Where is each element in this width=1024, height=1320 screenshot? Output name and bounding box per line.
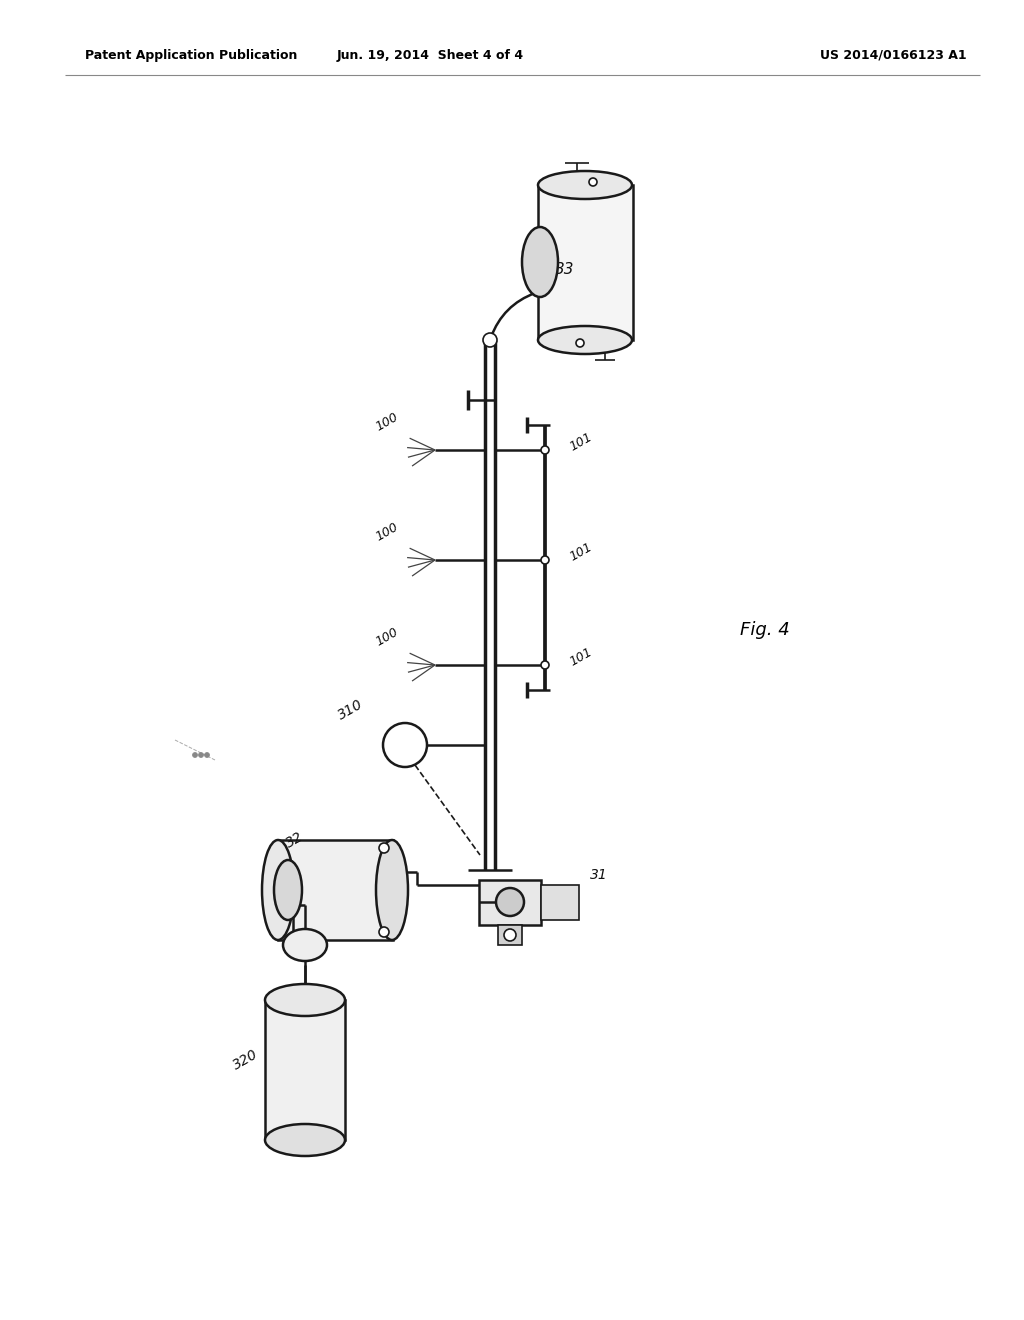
Circle shape [205, 752, 210, 758]
Text: 101: 101 [567, 430, 594, 454]
Text: 310: 310 [335, 697, 365, 723]
Ellipse shape [538, 326, 632, 354]
Text: 100: 100 [374, 520, 400, 544]
Ellipse shape [274, 861, 302, 920]
Circle shape [589, 178, 597, 186]
Circle shape [541, 446, 549, 454]
Text: Patent Application Publication: Patent Application Publication [85, 49, 297, 62]
Text: Jun. 19, 2014  Sheet 4 of 4: Jun. 19, 2014 Sheet 4 of 4 [337, 49, 523, 62]
Text: 101: 101 [567, 645, 594, 669]
Text: 100: 100 [374, 411, 400, 434]
FancyArrowPatch shape [490, 293, 536, 338]
Circle shape [504, 929, 516, 941]
Ellipse shape [265, 983, 345, 1016]
Text: 101: 101 [567, 540, 594, 564]
Bar [498, 925, 522, 945]
Circle shape [193, 752, 198, 758]
Text: US 2014/0166123 A1: US 2014/0166123 A1 [820, 49, 967, 62]
Bar [479, 880, 541, 925]
Circle shape [379, 843, 389, 853]
Circle shape [541, 661, 549, 669]
Circle shape [383, 723, 427, 767]
Circle shape [483, 333, 497, 347]
Ellipse shape [262, 840, 294, 940]
Ellipse shape [283, 929, 327, 961]
Text: 100: 100 [374, 626, 400, 648]
Circle shape [379, 927, 389, 937]
Bar [538, 185, 633, 341]
Bar [278, 840, 393, 940]
Ellipse shape [522, 227, 558, 297]
Text: 33: 33 [555, 263, 574, 277]
Ellipse shape [265, 1125, 345, 1156]
Text: 320: 320 [230, 1047, 260, 1073]
Text: 32: 32 [284, 829, 306, 850]
Ellipse shape [538, 172, 632, 199]
Ellipse shape [376, 840, 408, 940]
Circle shape [199, 752, 204, 758]
Bar [265, 1001, 345, 1140]
Circle shape [496, 888, 524, 916]
Circle shape [541, 556, 549, 564]
Text: 31: 31 [590, 869, 608, 882]
Text: Fig. 4: Fig. 4 [740, 620, 790, 639]
Circle shape [575, 339, 584, 347]
Bar [541, 884, 579, 920]
